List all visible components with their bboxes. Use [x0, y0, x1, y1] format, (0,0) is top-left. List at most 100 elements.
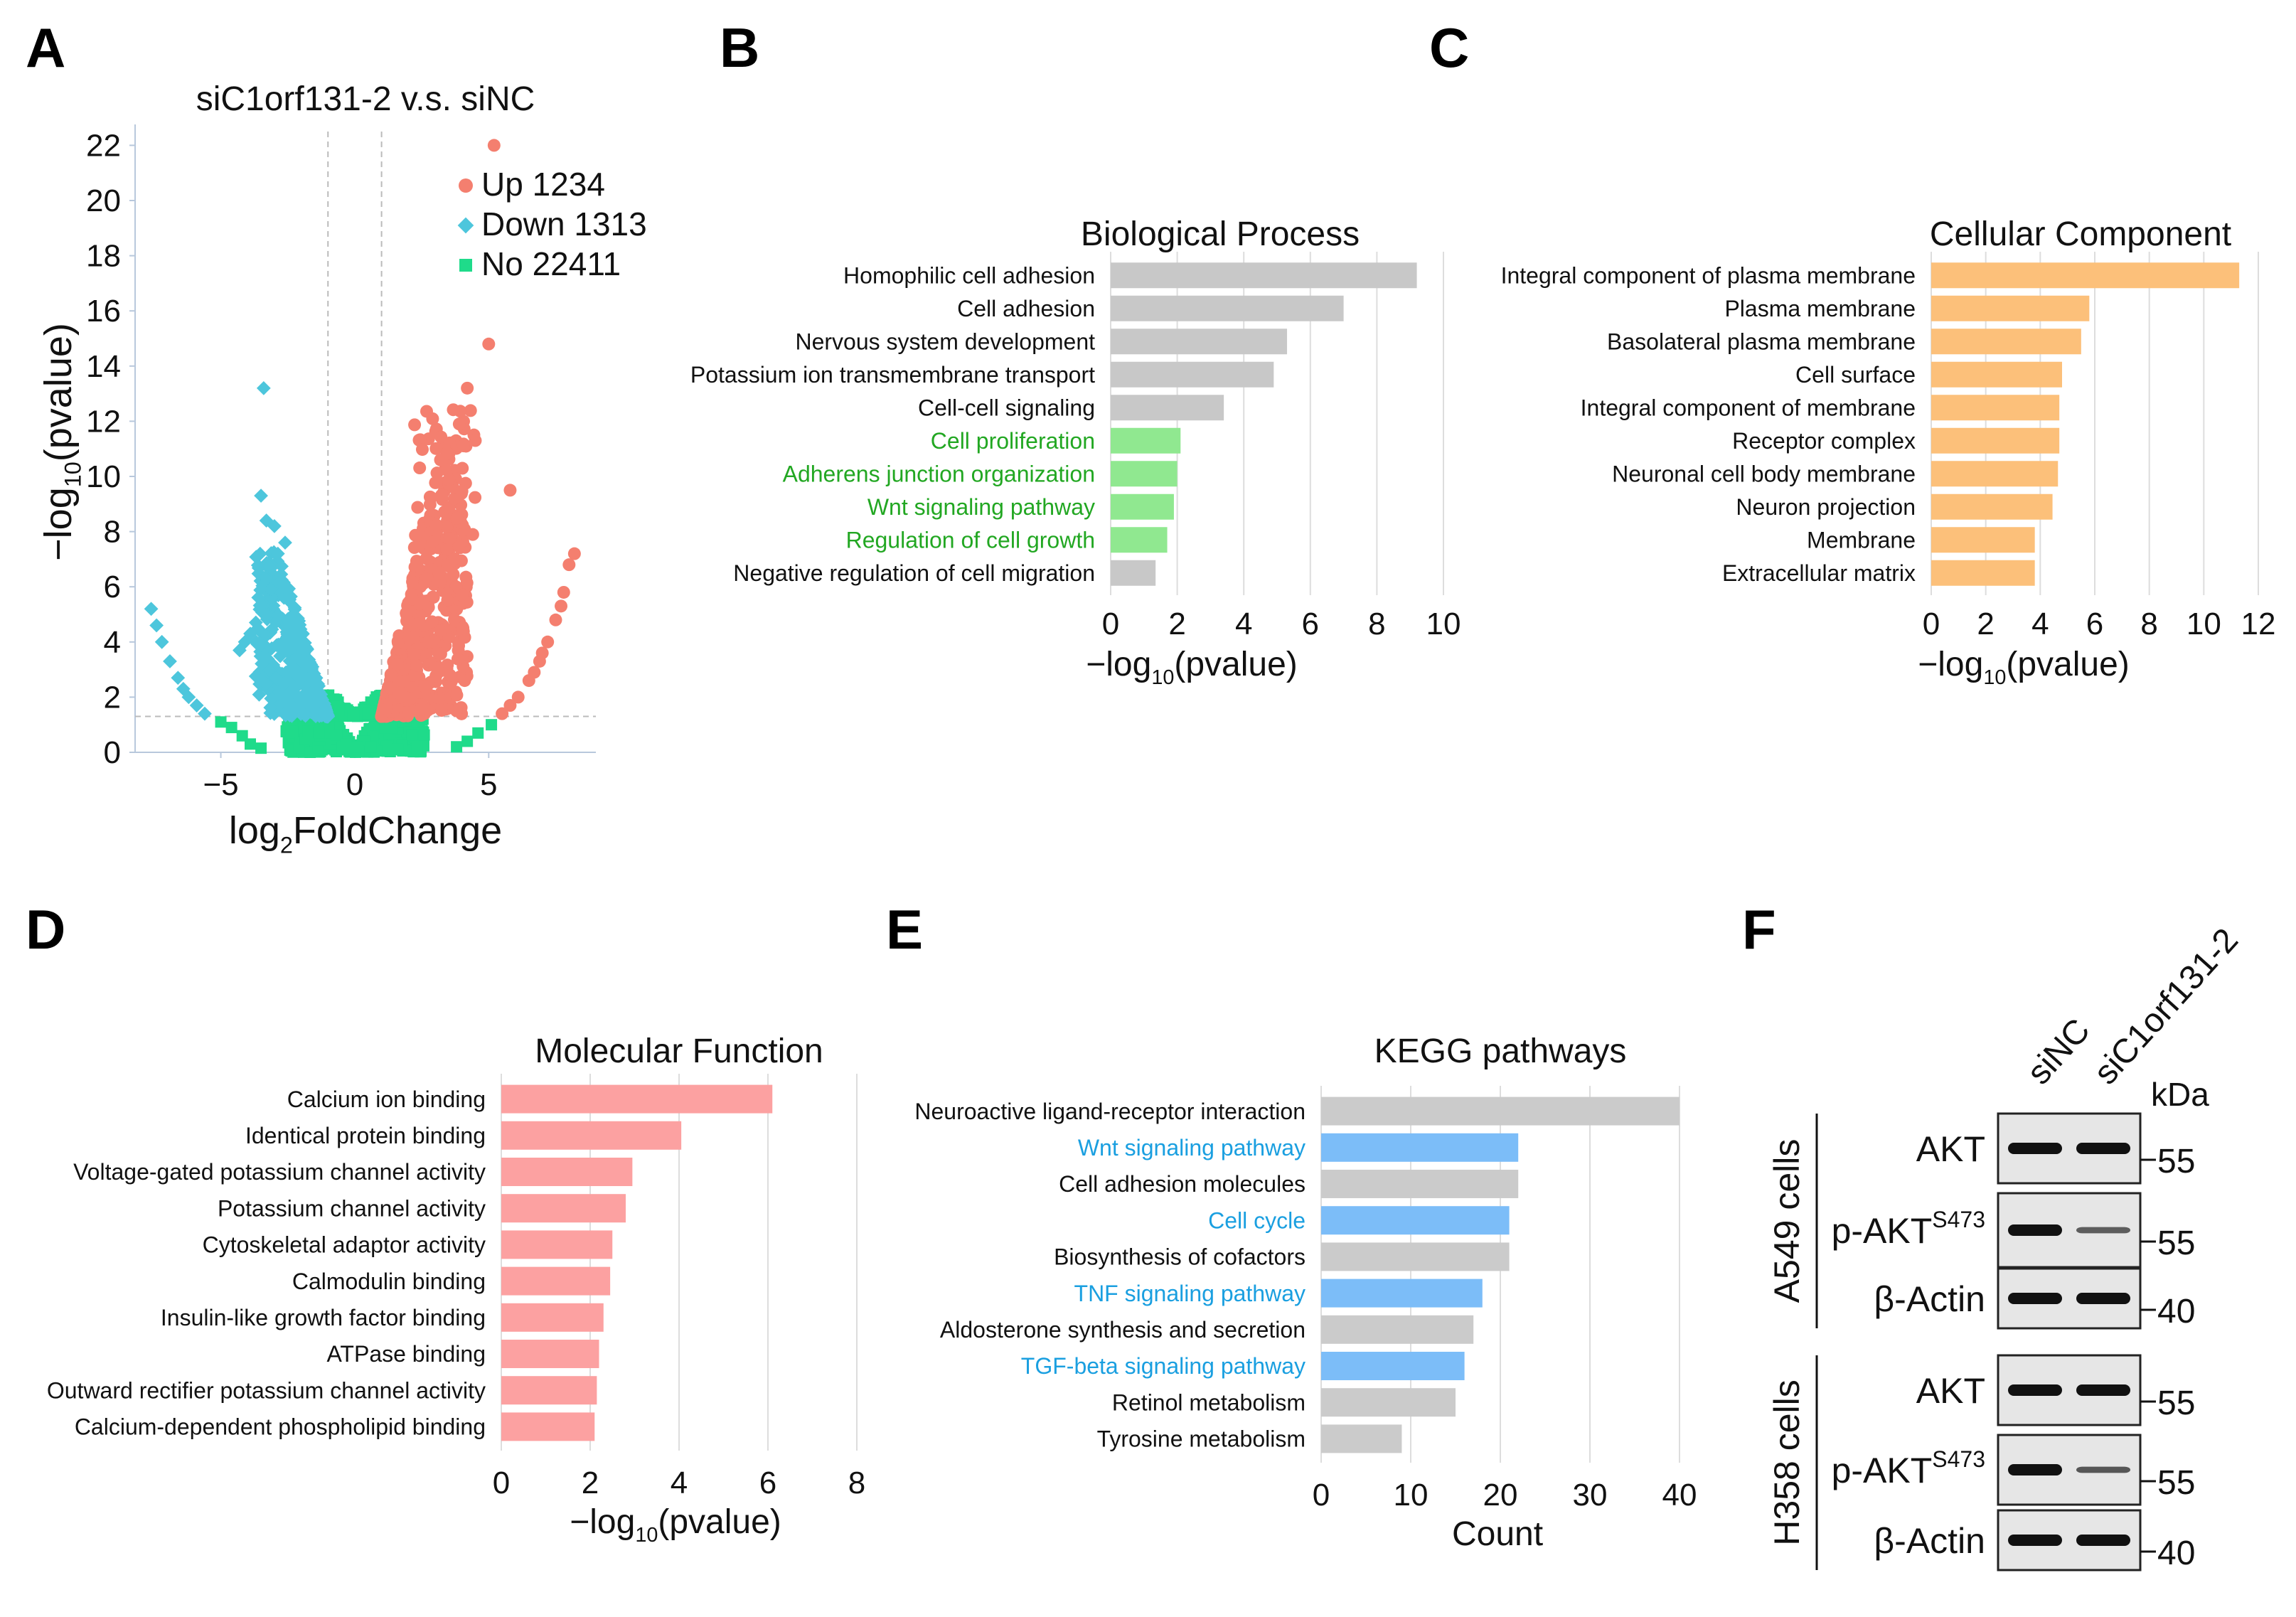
- kegg-x-tick-label: 10: [1394, 1478, 1429, 1512]
- kegg-category-label: TGF-beta signaling pathway: [1021, 1353, 1305, 1379]
- down-point: [149, 618, 164, 633]
- bp-category-label: Cell-cell signaling: [918, 395, 1095, 420]
- panel-letter-c: C: [1429, 16, 1470, 79]
- up-point: [407, 631, 420, 644]
- no-point: [369, 694, 381, 706]
- mf-x-tick-label: 8: [848, 1466, 865, 1500]
- mf-bar: [501, 1194, 626, 1223]
- down-point: [252, 687, 267, 702]
- no-point: [380, 740, 393, 752]
- down-point: [270, 546, 285, 561]
- mf-category-label: Calcium-dependent phospholipid binding: [75, 1414, 486, 1440]
- panel-letter-f: F: [1742, 898, 1776, 961]
- up-point: [541, 635, 555, 649]
- cc-bar: [1931, 493, 2053, 520]
- down-point: [263, 582, 278, 597]
- up-point: [408, 668, 422, 682]
- up-point: [425, 491, 438, 504]
- legend-label-up: Up 1234: [481, 166, 605, 203]
- up-point: [456, 621, 470, 635]
- mf-category-label: Insulin-like growth factor binding: [161, 1305, 486, 1330]
- down-point: [273, 688, 288, 703]
- cc-x-tick-label: 2: [1977, 607, 1994, 641]
- kegg-x-tick-label: 20: [1483, 1478, 1518, 1512]
- up-point: [408, 418, 422, 432]
- down-point: [314, 695, 329, 710]
- down-point: [279, 699, 294, 713]
- cc-category-label: Cell surface: [1795, 362, 1916, 388]
- bp-bar: [1111, 427, 1181, 454]
- kda-value: 55: [2157, 1143, 2195, 1180]
- up-point: [440, 521, 454, 534]
- up-point: [482, 337, 496, 351]
- no-point: [331, 729, 343, 741]
- no-point: [406, 729, 418, 741]
- up-point: [406, 575, 420, 589]
- bp-bar: [1111, 395, 1224, 421]
- up-point: [447, 403, 460, 417]
- down-point: [295, 626, 310, 641]
- down-point: [299, 641, 314, 656]
- up-point: [555, 599, 568, 613]
- up-point: [487, 139, 501, 152]
- up-point: [503, 484, 517, 497]
- down-point: [163, 654, 177, 668]
- lane-label-sinc: siNC: [2020, 1012, 2098, 1092]
- mf-bar: [501, 1303, 604, 1332]
- mf-category-label: Voltage-gated potassium channel activity: [73, 1159, 486, 1185]
- mf-bar: [501, 1121, 682, 1150]
- mf-x-tick-label: 0: [493, 1466, 510, 1500]
- bp-x-tick-label: 8: [1368, 607, 1385, 641]
- no-point: [461, 735, 474, 747]
- no-point: [225, 722, 237, 734]
- cc-x-label: −log10(pvalue): [1918, 646, 2130, 689]
- protein-band: [2076, 1293, 2130, 1304]
- up-point: [413, 461, 427, 475]
- mf-bar: [501, 1376, 597, 1405]
- up-point: [448, 552, 461, 565]
- cc-category-label: Receptor complex: [1732, 428, 1916, 454]
- cc-category-label: Extracellular matrix: [1722, 560, 1916, 586]
- kda-value: 55: [2157, 1384, 2195, 1422]
- kda-value: 55: [2157, 1464, 2195, 1502]
- volcano-y-tick-label: 0: [104, 735, 121, 770]
- down-point: [233, 643, 247, 658]
- mf-bar: [501, 1412, 595, 1441]
- up-point: [391, 636, 405, 649]
- up-point: [429, 442, 443, 455]
- cc-x-tick-label: 0: [1923, 607, 1940, 641]
- bp-bar: [1111, 361, 1274, 388]
- kegg-bar: [1321, 1352, 1465, 1380]
- down-point: [154, 634, 169, 649]
- kegg-x-tick-label: 40: [1662, 1478, 1697, 1512]
- protein-band: [2076, 1227, 2130, 1234]
- volcano-y-tick-label: 16: [86, 294, 121, 329]
- protein-band: [2008, 1384, 2062, 1396]
- kegg-category-label: Wnt signaling pathway: [1078, 1135, 1305, 1160]
- down-point: [262, 663, 277, 678]
- down-point: [298, 708, 313, 723]
- down-point: [278, 535, 292, 550]
- volcano-y-label: −log10(pvalue): [37, 323, 86, 561]
- down-point: [320, 708, 335, 722]
- kegg-bar: [1321, 1242, 1510, 1271]
- legend-label-no: No 22411: [481, 245, 621, 282]
- cc-category-label: Plasma membrane: [1724, 296, 1916, 321]
- legend-up-marker: [459, 178, 473, 193]
- up-point: [455, 484, 469, 498]
- kegg-title: KEGG pathways: [1374, 1032, 1627, 1070]
- no-point: [362, 708, 374, 720]
- legend-no-marker: [459, 259, 472, 272]
- kegg-chart: KEGG pathways Neuroactive ligand-receptor…: [914, 1032, 1697, 1553]
- down-point: [256, 380, 271, 395]
- up-point: [441, 593, 454, 607]
- no-point: [411, 742, 423, 754]
- up-point: [429, 518, 443, 532]
- no-point: [348, 710, 360, 722]
- mf-category-label: Cytoskeletal adaptor activity: [203, 1232, 486, 1258]
- cc-bar: [1931, 395, 2060, 421]
- down-point: [286, 664, 301, 678]
- kegg-bar: [1321, 1133, 1519, 1162]
- mf-bar: [501, 1230, 613, 1259]
